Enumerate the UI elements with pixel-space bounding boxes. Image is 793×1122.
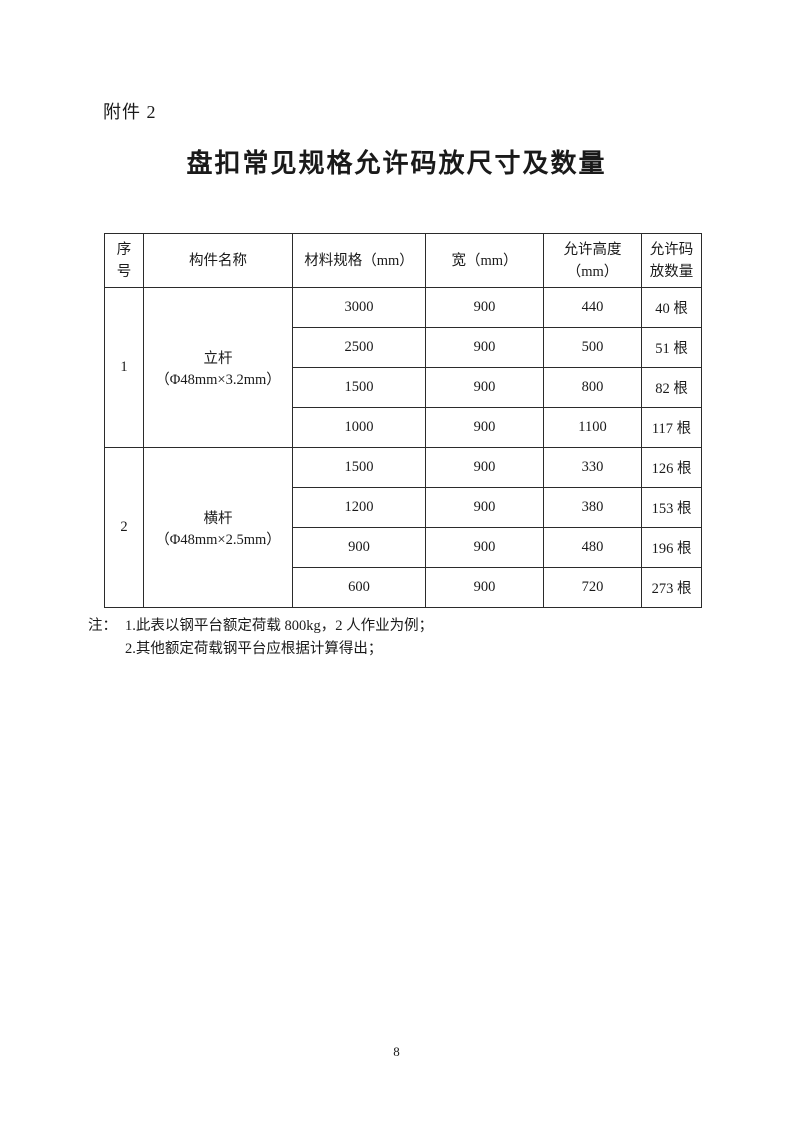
cell-width: 900 — [425, 287, 544, 328]
cell-qty: 273 根 — [641, 567, 702, 608]
cell-spec: 3000 — [292, 287, 426, 328]
cell-height: 330 — [543, 447, 642, 488]
group-index: 2 — [104, 447, 144, 608]
table-row: 1500 900 800 82 根 — [105, 367, 702, 408]
cell-height: 480 — [543, 527, 642, 568]
table-row: 2500 900 500 51 根 — [105, 327, 702, 368]
page-number: 8 — [393, 1044, 400, 1059]
cell-height: 1100 — [543, 407, 642, 448]
note-line-1: 1.此表以钢平台额定荷载 800kg，2 人作业为例； — [125, 618, 434, 634]
cell-qty: 82 根 — [641, 367, 702, 408]
table-row: 2 横杆（Φ48mm×2.5mm） 1500 900 330 126 根 — [104, 447, 702, 608]
table-row: 1 立杆（Φ48mm×3.2mm） 3000 900 440 40 根 — [104, 287, 702, 448]
cell-height: 720 — [543, 567, 642, 608]
cell-height: 500 — [543, 327, 642, 368]
group-index: 1 — [104, 287, 144, 448]
header-allowed-qty: 允许码 放数量 — [641, 233, 702, 288]
notes-prefix: 注： — [88, 618, 117, 634]
table-header-row: 序 号 构件名称 材料规格（mm） 宽（mm） 允许高度 （mm） 允许码 放数… — [104, 233, 702, 288]
cell-spec: 1500 — [292, 367, 426, 408]
header-material-spec: 材料规格（mm） — [292, 233, 426, 288]
cell-height: 380 — [543, 487, 642, 528]
cell-width: 900 — [425, 367, 544, 408]
cell-qty: 117 根 — [641, 407, 702, 448]
cell-width: 900 — [425, 527, 544, 568]
cell-qty: 126 根 — [641, 447, 702, 488]
cell-qty: 153 根 — [641, 487, 702, 528]
cell-height: 440 — [543, 287, 642, 328]
notes: 注： 1.此表以钢平台额定荷载 800kg，2 人作业为例； 2.其他额定荷载钢… — [88, 615, 433, 661]
attachment-label: 附件 2 — [103, 102, 157, 122]
cell-width: 900 — [425, 407, 544, 448]
note-line-2: 2.其他额定荷载钢平台应根据计算得出； — [125, 641, 383, 657]
cell-spec: 1000 — [292, 407, 426, 448]
cell-width: 900 — [425, 447, 544, 488]
table-row: 1200 900 380 153 根 — [105, 487, 702, 528]
header-index: 序 号 — [104, 233, 144, 288]
cell-spec: 900 — [292, 527, 426, 568]
cell-spec: 600 — [292, 567, 426, 608]
cell-width: 900 — [425, 567, 544, 608]
cell-spec: 1200 — [292, 487, 426, 528]
table-row: 600 900 720 273 根 — [105, 567, 702, 608]
cell-qty: 51 根 — [641, 327, 702, 368]
cell-qty: 196 根 — [641, 527, 702, 568]
spec-table: 序 号 构件名称 材料规格（mm） 宽（mm） 允许高度 （mm） 允许码 放数… — [104, 233, 702, 608]
cell-spec: 1500 — [292, 447, 426, 488]
header-width: 宽（mm） — [425, 233, 544, 288]
header-component: 构件名称 — [143, 233, 293, 288]
cell-width: 900 — [425, 487, 544, 528]
cell-width: 900 — [425, 327, 544, 368]
cell-spec: 2500 — [292, 327, 426, 368]
group-name: 横杆（Φ48mm×2.5mm） — [143, 447, 293, 608]
header-allowed-height: 允许高度 （mm） — [543, 233, 642, 288]
cell-qty: 40 根 — [641, 287, 702, 328]
group-name: 立杆（Φ48mm×3.2mm） — [143, 287, 293, 448]
notes-items: 1.此表以钢平台额定荷载 800kg，2 人作业为例； 2.其他额定荷载钢平台应… — [125, 615, 433, 661]
cell-height: 800 — [543, 367, 642, 408]
table-row: 1000 900 1100 117 根 — [105, 407, 702, 448]
page-title: 盘扣常见规格允许码放尺寸及数量 — [186, 148, 607, 178]
